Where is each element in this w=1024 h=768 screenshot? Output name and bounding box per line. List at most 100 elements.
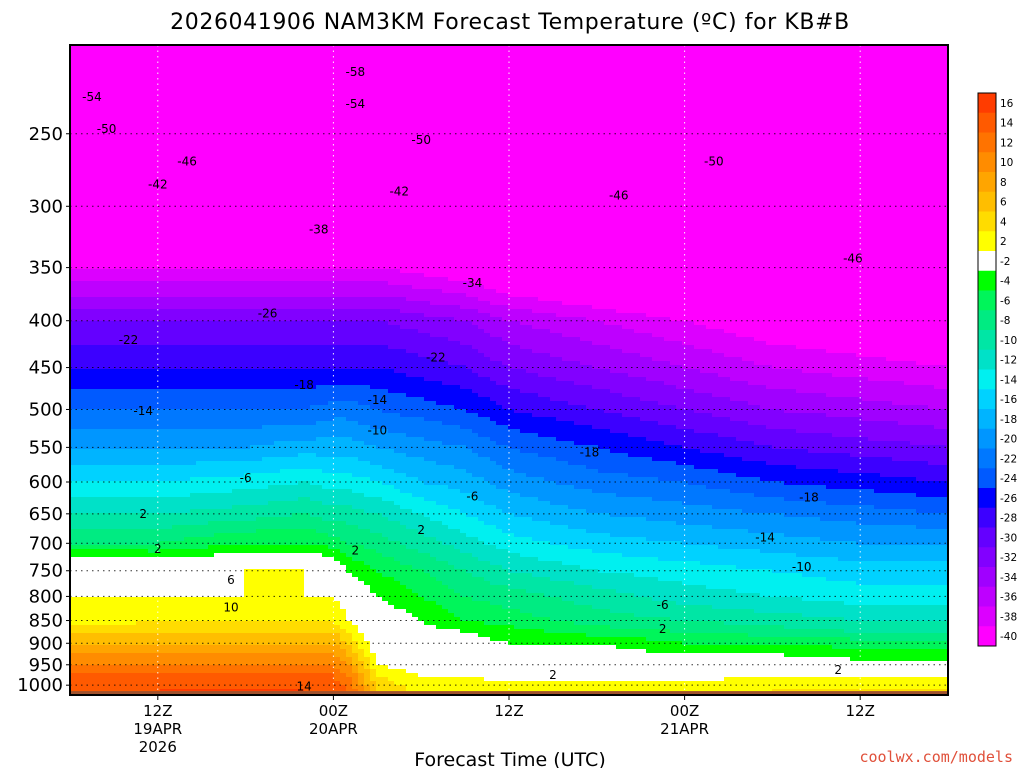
colorbar-label: -34 [1000, 572, 1017, 584]
colorbar-label: 16 [1000, 98, 1014, 110]
colorbar-swatch [978, 172, 996, 193]
colorbar-label: -10 [1000, 335, 1017, 347]
y-axis: 2503003504004505005506006507007508008509… [17, 124, 70, 696]
y-tick-label: 350 [29, 258, 63, 279]
contour-label: -38 [309, 222, 329, 236]
contour-label: 2 [659, 622, 667, 636]
colorbar-label: -14 [1000, 374, 1017, 386]
colorbar-label: -6 [1000, 295, 1011, 307]
x-axis-title: Forecast Time (UTC) [414, 749, 605, 768]
plot-area: -54 -58 -54 -50 -50 -50 -46 -46 -46 -42 -42 -38 -34 -… [69, 44, 949, 696]
contour-label: -14 [367, 393, 387, 407]
contour-label: -50 [704, 154, 724, 168]
colorbar-label: -12 [1000, 355, 1017, 367]
colorbar-swatch [978, 626, 996, 647]
credit-text: coolwx.com/models [859, 748, 1013, 766]
contour-label: -42 [389, 184, 409, 198]
contour-label: -50 [411, 133, 431, 147]
colorbar-swatch [978, 310, 996, 331]
contour-label: -18 [580, 445, 600, 459]
grid [70, 45, 948, 695]
y-tick-label: 300 [29, 196, 63, 217]
colorbar-swatch [978, 586, 996, 607]
colorbar-label: -22 [1000, 453, 1017, 465]
contour-label: -50 [97, 122, 117, 136]
colorbar-swatch [978, 270, 996, 291]
colorbar-label: 2 [1000, 236, 1007, 248]
colorbar-label: 14 [1000, 118, 1014, 130]
colorbar-swatch [978, 349, 996, 370]
contour-label: -26 [258, 307, 278, 321]
y-tick-label: 450 [29, 358, 63, 379]
contour-label: 2 [417, 523, 425, 537]
y-tick-label: 700 [29, 533, 63, 554]
colorbar-label: -18 [1000, 414, 1017, 426]
contour-label: 14 [296, 679, 311, 693]
y-tick-label: 800 [29, 586, 63, 607]
x-tick-label: 00Z [670, 702, 699, 720]
colorbar-swatch [978, 527, 996, 548]
y-tick-label: 950 [29, 655, 63, 676]
contour-label: -22 [426, 351, 446, 365]
colorbar-swatch [978, 468, 996, 489]
contour-label: -58 [346, 65, 366, 79]
x-tick-label: 12Z [846, 702, 875, 720]
y-tick-label: 650 [29, 504, 63, 525]
x-tick-label: 2026 [139, 738, 177, 756]
contour-label: 10 [223, 601, 238, 615]
x-tick-label: 19APR [133, 720, 182, 738]
colorbar-label: -30 [1000, 532, 1017, 544]
contour-label: 2 [352, 544, 360, 558]
colorbar-label: 4 [1000, 216, 1007, 228]
y-tick-label: 850 [29, 611, 63, 632]
colorbar-label: -2 [1000, 256, 1010, 268]
y-tick-label: 550 [29, 437, 63, 458]
contour-label: -18 [799, 491, 819, 505]
contour-label: -14 [755, 531, 775, 545]
colorbar-swatch [978, 112, 996, 133]
terrain-strip [70, 691, 948, 695]
colorbar-swatch [978, 369, 996, 390]
colorbar-swatch [978, 507, 996, 528]
contour-labels: -54 -58 -54 -50 -50 -50 -46 -46 -46 -42 -42 -38 -34 -… [82, 65, 863, 693]
chart-title: 2026041906 NAM3KM Forecast Temperature (… [170, 10, 850, 35]
colorbar-swatch [978, 389, 996, 410]
contour-label: -6 [240, 471, 252, 485]
y-tick-label: 1000 [17, 675, 63, 696]
colorbar-label: -8 [1000, 315, 1010, 327]
contour-label: -14 [133, 404, 153, 418]
contour-label: -54 [346, 97, 366, 111]
colorbar-label: -38 [1000, 611, 1017, 623]
colorbar-label: -32 [1000, 552, 1017, 564]
x-tick-label: 12Z [494, 702, 523, 720]
colorbar-swatch [978, 409, 996, 430]
colorbar-label: -24 [1000, 473, 1017, 485]
colorbar-label: -36 [1000, 592, 1017, 604]
colorbar-swatch [978, 152, 996, 173]
colorbar-label: -26 [1000, 493, 1017, 505]
colorbar-swatch [978, 330, 996, 351]
colorbar-label: -4 [1000, 276, 1011, 288]
contour-label: 2 [154, 542, 162, 556]
colorbar-swatch [978, 428, 996, 449]
colorbar-swatch [978, 606, 996, 627]
colorbar-label: -20 [1000, 434, 1017, 446]
y-tick-label: 500 [29, 399, 63, 420]
contour-label: -18 [294, 378, 314, 392]
colorbar-label: 6 [1000, 197, 1007, 209]
y-tick-label: 400 [29, 311, 63, 332]
colorbar-label: 8 [1000, 177, 1007, 189]
colorbar-label: -28 [1000, 513, 1017, 525]
contour-label: -46 [843, 251, 863, 265]
y-tick-label: 250 [29, 124, 63, 145]
x-tick-label: 21APR [660, 720, 709, 738]
y-tick-label: 900 [29, 633, 63, 654]
x-tick-label: 12Z [143, 702, 172, 720]
colorbar-label: -16 [1000, 394, 1017, 406]
colorbar: 16 14 12 10 8 6 4 2 -2 -4 -6 -8 -10 -12 -14 -16 -18 -20 -2… [977, 92, 1017, 647]
colorbar-swatch [978, 191, 996, 212]
contour-label: 2 [549, 668, 557, 682]
y-tick-label: 600 [29, 472, 63, 493]
